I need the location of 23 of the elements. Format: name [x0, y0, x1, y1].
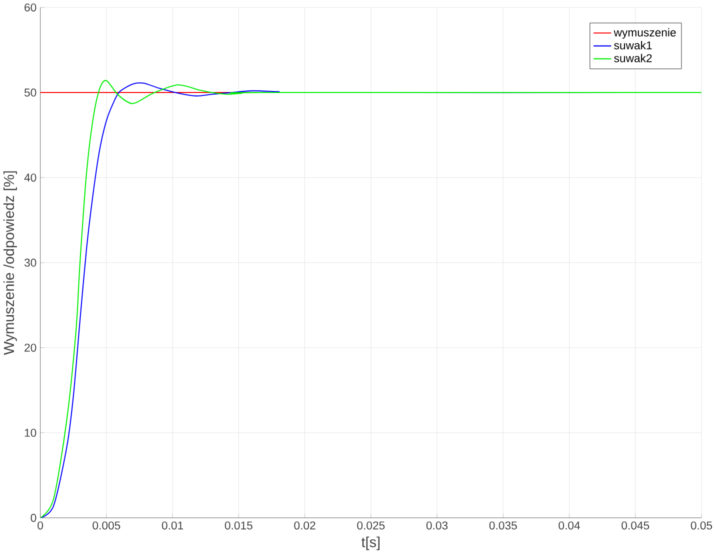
x-tick-label: 0.03: [426, 522, 448, 530]
x-tick-label: 0.04: [558, 522, 580, 530]
y-axis-title: Wymuszenie /odpowiedz [%]: [3, 172, 17, 356]
y-tick-label: 0: [30, 514, 36, 522]
y-tick-label: 50: [24, 88, 36, 97]
x-tick-label: 0.015: [224, 522, 252, 530]
legend-label: suwak2: [614, 54, 652, 62]
y-tick-label: 60: [24, 4, 36, 12]
x-tick-label: 0.045: [622, 522, 650, 530]
x-tick-label: 0.025: [357, 522, 385, 530]
legend-label: wymuszenie: [614, 28, 676, 39]
x-tick-label: 0.01: [162, 522, 184, 530]
y-tick-label: 40: [24, 174, 36, 182]
x-tick-label: 0: [38, 522, 44, 530]
x-axis-title: t[s]: [361, 536, 380, 550]
legend-label: suwak1: [614, 41, 652, 50]
y-tick-label: 10: [24, 428, 36, 438]
y-tick-label: 30: [24, 258, 36, 267]
x-tick-label: 0.05: [690, 522, 712, 530]
x-tick-label: 0.005: [92, 522, 120, 530]
y-tick-label: 20: [24, 344, 36, 352]
x-tick-label: 0.035: [489, 522, 517, 530]
x-tick-label: 0.02: [294, 522, 316, 530]
